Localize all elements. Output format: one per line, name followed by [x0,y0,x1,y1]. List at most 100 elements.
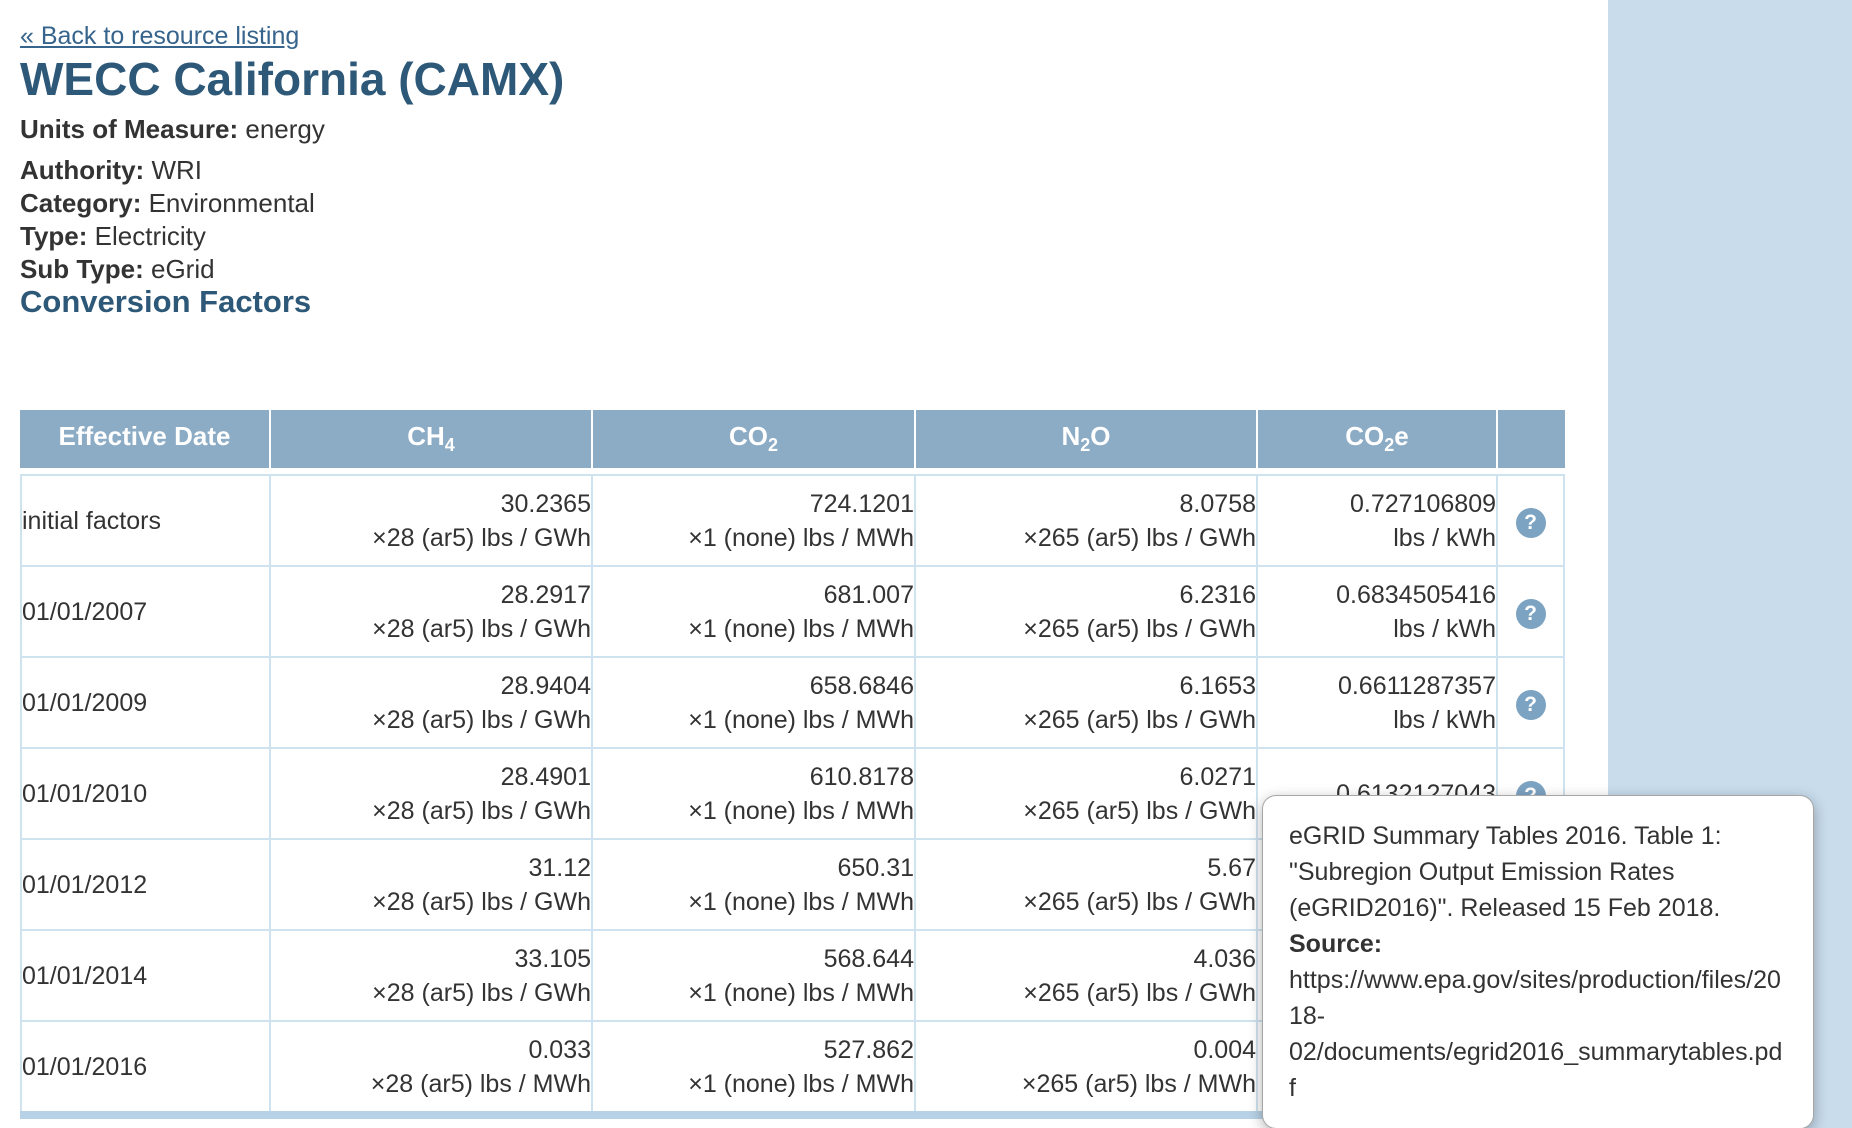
ch4-cell: 28.9404 ×28 (ar5) lbs / GWh [271,656,593,747]
tooltip-source-label: Source: [1289,930,1383,958]
effective-date-cell: 01/01/2016 [20,1020,271,1111]
n2o-cell: 6.2316 ×265 (ar5) lbs / GWh [916,565,1258,656]
ch4-cell: 28.2917 ×28 (ar5) lbs / GWh [271,565,593,656]
subtype-value: eGrid [150,254,215,284]
co2e-units: lbs / kWh [1393,614,1496,643]
help-cell: ? [1498,565,1565,656]
ch4-units: ×28 (ar5) lbs / GWh [372,978,591,1007]
co2-cell: 658.6846 ×1 (none) lbs / MWh [593,656,916,747]
subtype-label: Sub Type: [20,254,144,284]
back-to-resource-listing-link[interactable]: « Back to resource listing [20,22,300,50]
type-label: Type: [20,221,88,251]
ch4-cell: 0.033 ×28 (ar5) lbs / MWh [271,1020,593,1111]
ch4-units: ×28 (ar5) lbs / GWh [372,887,591,916]
ch4-value: 28.2917 [500,580,591,609]
co2e-value: 0.6611287357 [1337,671,1496,700]
n2o-units: ×265 (ar5) lbs / GWh [1023,796,1256,825]
table-row: 01/01/2010 28.4901 ×28 (ar5) lbs / GWh 6… [20,747,1565,838]
co2e-units: lbs / kWh [1393,705,1496,734]
ch4-units: ×28 (ar5) lbs / GWh [372,523,591,552]
column-header-label: CH [407,421,445,452]
effective-date-cell: 01/01/2007 [20,565,271,656]
n2o-value: 6.2316 [1179,580,1256,609]
ch4-value: 31.12 [528,853,591,882]
co2-cell: 724.1201 ×1 (none) lbs / MWh [593,474,916,565]
n2o-value: 6.1653 [1179,671,1256,700]
units-of-measure-line: Units of Measure: energy [20,114,325,145]
ch4-units: ×28 (ar5) lbs / GWh [372,796,591,825]
type-value: Electricity [94,221,206,251]
co2-value: 658.6846 [809,671,914,700]
co2e-units: lbs / kWh [1393,523,1496,552]
help-icon[interactable]: ? [1515,598,1546,629]
column-header-co2: CO2 [593,410,916,474]
ch4-cell: 33.105 ×28 (ar5) lbs / GWh [271,929,593,1020]
column-header-help [1498,410,1565,474]
ch4-cell: 30.2365 ×28 (ar5) lbs / GWh [271,474,593,565]
ch4-units: ×28 (ar5) lbs / GWh [372,705,591,734]
n2o-cell: 6.1653 ×265 (ar5) lbs / GWh [916,656,1258,747]
help-cell: ? [1498,656,1565,747]
type-line: Type: Electricity [20,220,315,253]
co2e-cell: 0.727106809 lbs / kWh [1258,474,1498,565]
n2o-value: 5.67 [1207,853,1256,882]
table-row: 01/01/2007 28.2917 ×28 (ar5) lbs / GWh 6… [20,565,1565,656]
tooltip-citation: eGRID Summary Tables 2016. Table 1: "Sub… [1289,822,1722,922]
ch4-cell: 28.4901 ×28 (ar5) lbs / GWh [271,747,593,838]
effective-date-cell: 01/01/2014 [20,929,271,1020]
authority-value: WRI [151,155,202,185]
units-of-measure-value: energy [245,114,325,144]
co2-cell: 568.644 ×1 (none) lbs / MWh [593,929,916,1020]
ch4-value: 0.033 [528,1035,591,1064]
help-icon[interactable]: ? [1515,507,1546,538]
source-tooltip: eGRID Summary Tables 2016. Table 1: "Sub… [1262,795,1814,1128]
table-row: 01/01/2009 28.9404 ×28 (ar5) lbs / GWh 6… [20,656,1565,747]
tooltip-body: eGRID Summary Tables 2016. Table 1: "Sub… [1289,818,1787,1106]
n2o-value: 4.036 [1193,944,1256,973]
page-title: WECC California (CAMX) [20,53,565,105]
n2o-cell: 8.0758 ×265 (ar5) lbs / GWh [916,474,1258,565]
ch4-value: 30.2365 [500,489,591,518]
ch4-units: ×28 (ar5) lbs / MWh [370,1069,591,1098]
n2o-value: 0.004 [1193,1035,1256,1064]
n2o-cell: 6.0271 ×265 (ar5) lbs / GWh [916,747,1258,838]
conversion-factors-heading: Conversion Factors [20,284,312,319]
co2e-value: 0.6834505416 [1336,580,1496,609]
co2-value: 650.31 [837,853,914,882]
n2o-cell: 5.67 ×265 (ar5) lbs / GWh [916,838,1258,929]
authority-label: Authority: [20,155,145,185]
category-value: Environmental [148,188,315,218]
ch4-units: ×28 (ar5) lbs / GWh [372,614,591,643]
co2e-cell: 0.6611287357 lbs / kWh [1258,656,1498,747]
effective-date-cell: initial factors [20,474,271,565]
co2-cell: 650.31 ×1 (none) lbs / MWh [593,838,916,929]
co2-value: 568.644 [823,944,914,973]
column-header-co2e: CO2e [1258,410,1498,474]
co2e-cell: 0.6834505416 lbs / kWh [1258,565,1498,656]
ch4-cell: 31.12 ×28 (ar5) lbs / GWh [271,838,593,929]
column-header-label: CO [728,421,768,452]
effective-date-cell: 01/01/2012 [20,838,271,929]
n2o-cell: 4.036 ×265 (ar5) lbs / GWh [916,929,1258,1020]
n2o-units: ×265 (ar5) lbs / GWh [1023,978,1256,1007]
effective-date-cell: 01/01/2009 [20,656,271,747]
column-header-label: CO [1345,421,1385,452]
tooltip-source-url: https://www.epa.gov/sites/production/fil… [1289,966,1783,1102]
category-label: Category: [20,188,142,218]
co2-units: ×1 (none) lbs / MWh [688,705,914,734]
meta-block: Authority: WRI Category: Environmental T… [20,154,315,286]
column-header-label: Effective Date [58,421,231,452]
help-icon[interactable]: ? [1515,689,1546,720]
ch4-value: 33.105 [514,944,591,973]
tooltip-tail-pointer [1522,1106,1567,1128]
n2o-units: ×265 (ar5) lbs / GWh [1023,887,1256,916]
co2-units: ×1 (none) lbs / MWh [688,978,914,1007]
subtype-line: Sub Type: eGrid [20,253,315,286]
table-row: initial factors 30.2365 ×28 (ar5) lbs / … [20,474,1565,565]
co2-cell: 527.862 ×1 (none) lbs / MWh [593,1020,916,1111]
co2-units: ×1 (none) lbs / MWh [688,887,914,916]
co2-units: ×1 (none) lbs / MWh [688,1069,914,1098]
authority-line: Authority: WRI [20,154,315,187]
n2o-value: 6.0271 [1179,762,1256,791]
